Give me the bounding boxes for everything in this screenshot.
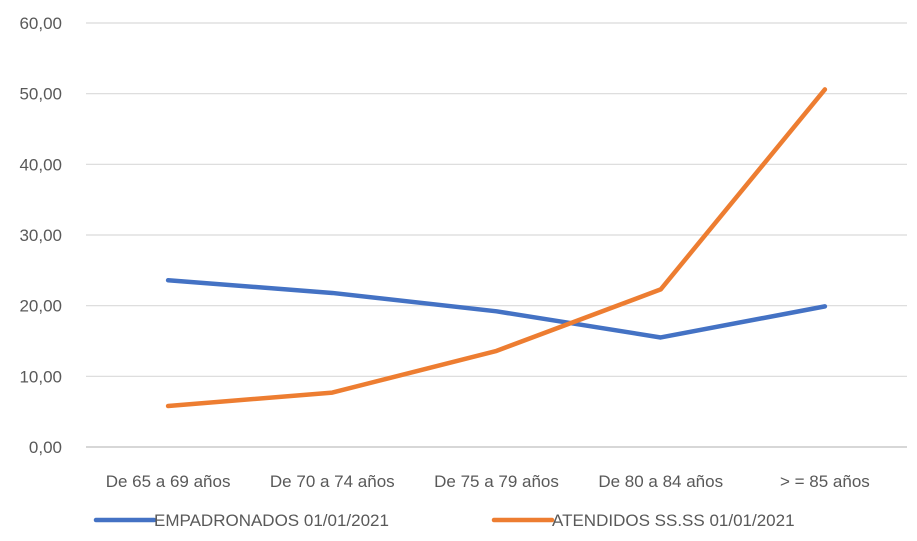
legend-label: EMPADRONADOS 01/01/2021 bbox=[154, 511, 389, 530]
series-lines bbox=[165, 87, 828, 409]
x-axis: De 65 a 69 años De 70 a 74 años De 75 a 79… bbox=[106, 472, 870, 491]
legend: EMPADRONADOS 01/01/2021 ATENDIDOS SS.SS 0… bbox=[93, 511, 795, 530]
y-tick-label: 40,00 bbox=[19, 155, 62, 174]
y-tick-label: 10,00 bbox=[19, 367, 62, 386]
series-line-0 bbox=[165, 277, 828, 340]
x-tick-label: > = 85 años bbox=[780, 472, 870, 491]
y-tick-label: 0,00 bbox=[29, 438, 62, 457]
y-tick-label: 60,00 bbox=[19, 14, 62, 33]
y-tick-label: 50,00 bbox=[19, 85, 62, 104]
legend-entry: EMPADRONADOS 01/01/2021 bbox=[93, 511, 389, 530]
x-tick-label: De 65 a 69 años bbox=[106, 472, 231, 491]
series-line-1 bbox=[165, 87, 828, 409]
legend-entry: ATENDIDOS SS.SS 01/01/2021 bbox=[491, 511, 795, 530]
x-tick-label: De 80 a 84 años bbox=[598, 472, 723, 491]
x-tick-label: De 70 a 74 años bbox=[270, 472, 395, 491]
y-tick-label: 20,00 bbox=[19, 297, 62, 316]
x-tick-label: De 75 a 79 años bbox=[434, 472, 559, 491]
y-tick-label: 30,00 bbox=[19, 226, 62, 245]
y-axis: 0,00 10,00 20,00 30,00 40,00 50,00 60,00 bbox=[19, 14, 62, 457]
legend-label: ATENDIDOS SS.SS 01/01/2021 bbox=[552, 511, 795, 530]
gridlines bbox=[86, 22, 907, 448]
